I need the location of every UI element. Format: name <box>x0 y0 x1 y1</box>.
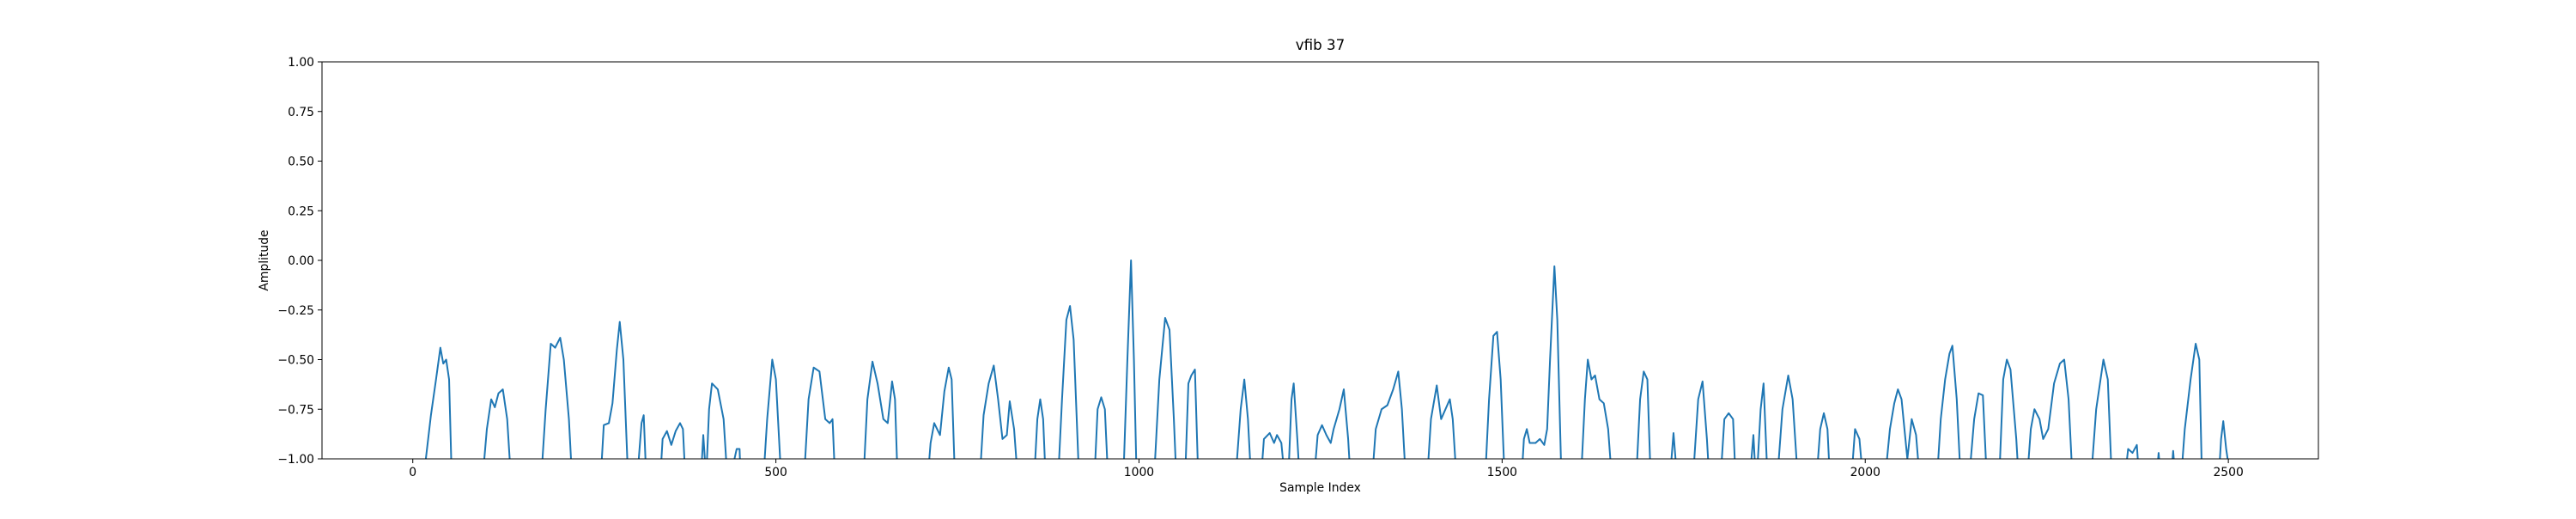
x-tick-label: 2000 <box>1850 466 1880 479</box>
x-tick-label: 1500 <box>1487 466 1517 479</box>
x-tick-label: 2500 <box>2213 466 2243 479</box>
y-tick-label: −0.25 <box>277 304 314 318</box>
chart-title: vfib 37 <box>1296 36 1346 53</box>
y-tick-label: 0.50 <box>288 156 314 169</box>
y-tick-label: 1.00 <box>288 56 314 70</box>
data-line <box>424 260 2229 459</box>
axes-frame <box>321 61 2319 460</box>
y-axis-label: Amplitude <box>258 229 271 290</box>
x-tick-label: 1000 <box>1124 466 1154 479</box>
y-tick-label: −0.75 <box>277 403 314 417</box>
x-axis-label: Sample Index <box>1279 481 1361 495</box>
y-tick-label: −1.00 <box>277 453 314 467</box>
y-tick-label: 0.00 <box>288 254 314 268</box>
x-tick-label: 0 <box>409 466 416 479</box>
y-tick-label: −0.50 <box>277 354 314 368</box>
y-tick-label: 0.25 <box>288 205 314 218</box>
y-tick-label: 0.75 <box>288 106 314 119</box>
x-tick-label: 500 <box>764 466 787 479</box>
